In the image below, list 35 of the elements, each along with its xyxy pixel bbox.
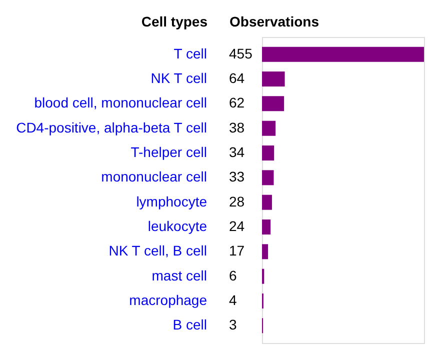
bar [262,244,268,260]
y-tick-label: NK T cell, B cell [108,242,207,259]
y-tick-label: leukocyte [148,218,208,234]
y-tick-label: T-helper cell [130,144,207,160]
bar [262,194,272,210]
y-tick-label: NK T cell [150,70,207,86]
y-tick-label: mononuclear cell [101,168,207,185]
data-label: 33 [229,168,245,185]
bar [262,146,274,160]
data-label: 4 [229,292,237,308]
bar [262,170,274,186]
y-tick-label: lymphocyte [136,193,208,210]
data-label: 24 [229,218,245,234]
data-label: 38 [229,119,245,136]
y-tick-label: T cell [174,45,207,62]
data-label: 64 [229,70,245,86]
data-label: 34 [229,144,245,160]
y-axis-title: Cell types [141,14,208,30]
y-tick-label: mast cell [152,267,207,284]
data-label: 17 [229,242,245,259]
bar [262,120,276,136]
y-tick-label: CD4-positive, alpha-beta T cell [16,119,207,136]
data-label: 3 [229,316,237,333]
bar [262,72,285,86]
data-label: 6 [229,267,237,284]
x-axis-title: Observations [230,14,320,30]
data-label: 28 [229,193,245,210]
bar [262,96,284,112]
data-label: 455 [229,45,253,62]
y-tick-label: macrophage [129,292,208,308]
bar [262,220,271,234]
bar [262,46,424,62]
data-label: 62 [229,94,245,111]
y-tick-label: blood cell, mononuclear cell [34,94,207,111]
y-tick-label: B cell [172,316,207,333]
